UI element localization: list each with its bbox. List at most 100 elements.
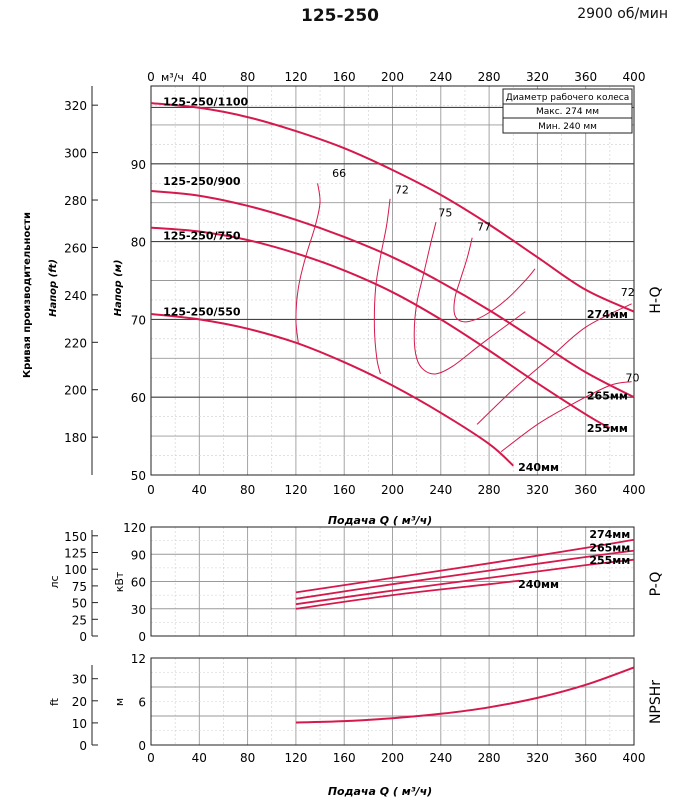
y-tick-ft: 200 bbox=[64, 384, 87, 398]
y-tick-ft: 0 bbox=[79, 739, 87, 753]
impeller-curve-label: 265мм bbox=[589, 542, 630, 555]
ylabel-hp: лс bbox=[48, 575, 61, 588]
legend-max: Макс. 274 мм bbox=[536, 107, 599, 117]
y-tick-m: 60 bbox=[131, 391, 146, 405]
x-tick: 120 bbox=[284, 751, 307, 765]
y-tick-hp: 50 bbox=[72, 597, 87, 611]
y-tick-m: 6 bbox=[138, 696, 146, 710]
x-tick-top: 200 bbox=[381, 70, 404, 84]
x-tick: 80 bbox=[240, 751, 255, 765]
rotation-speed: 2900 об/мин bbox=[577, 6, 668, 22]
y-tick-ft: 300 bbox=[64, 147, 87, 161]
y-tick-ft: 30 bbox=[72, 673, 87, 687]
ylabel-ft: Напор (ft) bbox=[48, 259, 59, 317]
y-tick-kw: 0 bbox=[138, 630, 146, 644]
y-tick-hp: 100 bbox=[64, 563, 87, 577]
pq-curve-240мм bbox=[295, 579, 520, 610]
x-tick: 360 bbox=[574, 483, 597, 497]
y-tick-ft: 180 bbox=[64, 431, 87, 445]
x-tick: 0 bbox=[147, 483, 155, 497]
performance-curve-label: Кривая производительности bbox=[22, 212, 33, 378]
x-tick: 240 bbox=[429, 751, 452, 765]
x-tick-top: 320 bbox=[526, 70, 549, 84]
x-tick: 240 bbox=[429, 483, 452, 497]
npsh-curve bbox=[295, 666, 635, 724]
grid bbox=[150, 526, 635, 637]
model-label: 125-250/900 bbox=[163, 175, 241, 188]
model-label: 125-250/750 bbox=[163, 229, 241, 242]
efficiency-contour bbox=[476, 303, 632, 425]
x-tick: 0 bbox=[147, 751, 155, 765]
x-tick-top: 360 bbox=[574, 70, 597, 84]
impeller-curve-label: 274мм bbox=[589, 528, 630, 541]
legend-title: Диаметр рабочего колеса bbox=[506, 93, 629, 103]
y-tick-kw: 120 bbox=[123, 521, 146, 535]
x-tick: 80 bbox=[240, 483, 255, 497]
impeller-curve-label: 240мм bbox=[518, 461, 559, 474]
x-tick-top: 400 bbox=[623, 70, 646, 84]
y-tick-kw: 30 bbox=[131, 603, 146, 617]
x-tick-top: 40 bbox=[192, 70, 207, 84]
efficiency-contour bbox=[295, 183, 321, 343]
x-axis-title: Подача Q ( м³/ч) bbox=[328, 514, 432, 527]
legend-min: Мин. 240 мм bbox=[538, 122, 597, 132]
y-tick-hp: 0 bbox=[79, 630, 87, 644]
x-tick: 400 bbox=[623, 483, 646, 497]
efficiency-contour bbox=[453, 237, 536, 323]
efficiency-label: 66 bbox=[332, 167, 346, 180]
impeller-curve-label: 255мм bbox=[589, 554, 630, 567]
ylabel-m: Напор (м) bbox=[113, 260, 124, 317]
y-tick-ft: 220 bbox=[64, 336, 87, 350]
impeller-legend: Диаметр рабочего колеса Макс. 274 мм Мин. … bbox=[502, 88, 633, 134]
chart-title: 125-250 bbox=[300, 6, 380, 26]
x-tick: 200 bbox=[381, 751, 404, 765]
efficiency-label: 72 bbox=[621, 286, 635, 299]
x-tick: 320 bbox=[526, 483, 549, 497]
x-top-unit: м³/ч bbox=[161, 71, 184, 84]
efficiency-label: 72 bbox=[395, 183, 409, 196]
x-tick: 120 bbox=[284, 483, 307, 497]
x-tick: 280 bbox=[478, 483, 501, 497]
impeller-curve-label: 265мм bbox=[587, 390, 628, 403]
grid bbox=[150, 85, 635, 476]
x-tick-top: 160 bbox=[333, 70, 356, 84]
x-tick: 160 bbox=[333, 751, 356, 765]
efficiency-label: 70 bbox=[626, 372, 640, 385]
x-tick-top: 280 bbox=[478, 70, 501, 84]
x-tick: 360 bbox=[574, 751, 597, 765]
grid bbox=[150, 657, 635, 746]
model-label: 125-250/550 bbox=[163, 306, 241, 319]
y-tick-hp: 75 bbox=[72, 580, 87, 594]
x-tick: 280 bbox=[478, 751, 501, 765]
y-tick-ft: 10 bbox=[72, 717, 87, 731]
y-tick-m: 0 bbox=[138, 739, 146, 753]
impeller-curve-label: 240мм bbox=[518, 578, 559, 591]
y-tick-ft: 240 bbox=[64, 289, 87, 303]
hq-curve-274мм bbox=[150, 102, 635, 313]
x-tick: 40 bbox=[192, 751, 207, 765]
model-label: 125-250/1100 bbox=[163, 95, 248, 108]
impeller-curve-label: 274мм bbox=[587, 308, 628, 321]
y-tick-ft: 260 bbox=[64, 241, 87, 255]
efficiency-label: 75 bbox=[438, 207, 452, 220]
ylabel-ft: ft bbox=[48, 697, 61, 706]
ylabel-m: м bbox=[113, 698, 126, 706]
x-tick: 400 bbox=[623, 751, 646, 765]
pq-curve-265мм bbox=[295, 549, 635, 600]
x-tick-top: 0 bbox=[147, 70, 155, 84]
hq-curve-265мм bbox=[150, 190, 635, 399]
pq-curve-274мм bbox=[295, 538, 635, 594]
y-tick-ft: 320 bbox=[64, 99, 87, 113]
x-tick: 160 bbox=[333, 483, 356, 497]
y-tick-hp: 125 bbox=[64, 546, 87, 560]
y-tick-hp: 25 bbox=[72, 613, 87, 627]
efficiency-contour bbox=[500, 381, 632, 453]
y-tick-m: 90 bbox=[131, 158, 146, 172]
x-tick-top: 80 bbox=[240, 70, 255, 84]
hq-curve-255мм bbox=[150, 226, 611, 430]
y-tick-m: 80 bbox=[131, 236, 146, 250]
efficiency-label: 77 bbox=[477, 221, 491, 234]
x-tick: 40 bbox=[192, 483, 207, 497]
x-tick-top: 120 bbox=[284, 70, 307, 84]
